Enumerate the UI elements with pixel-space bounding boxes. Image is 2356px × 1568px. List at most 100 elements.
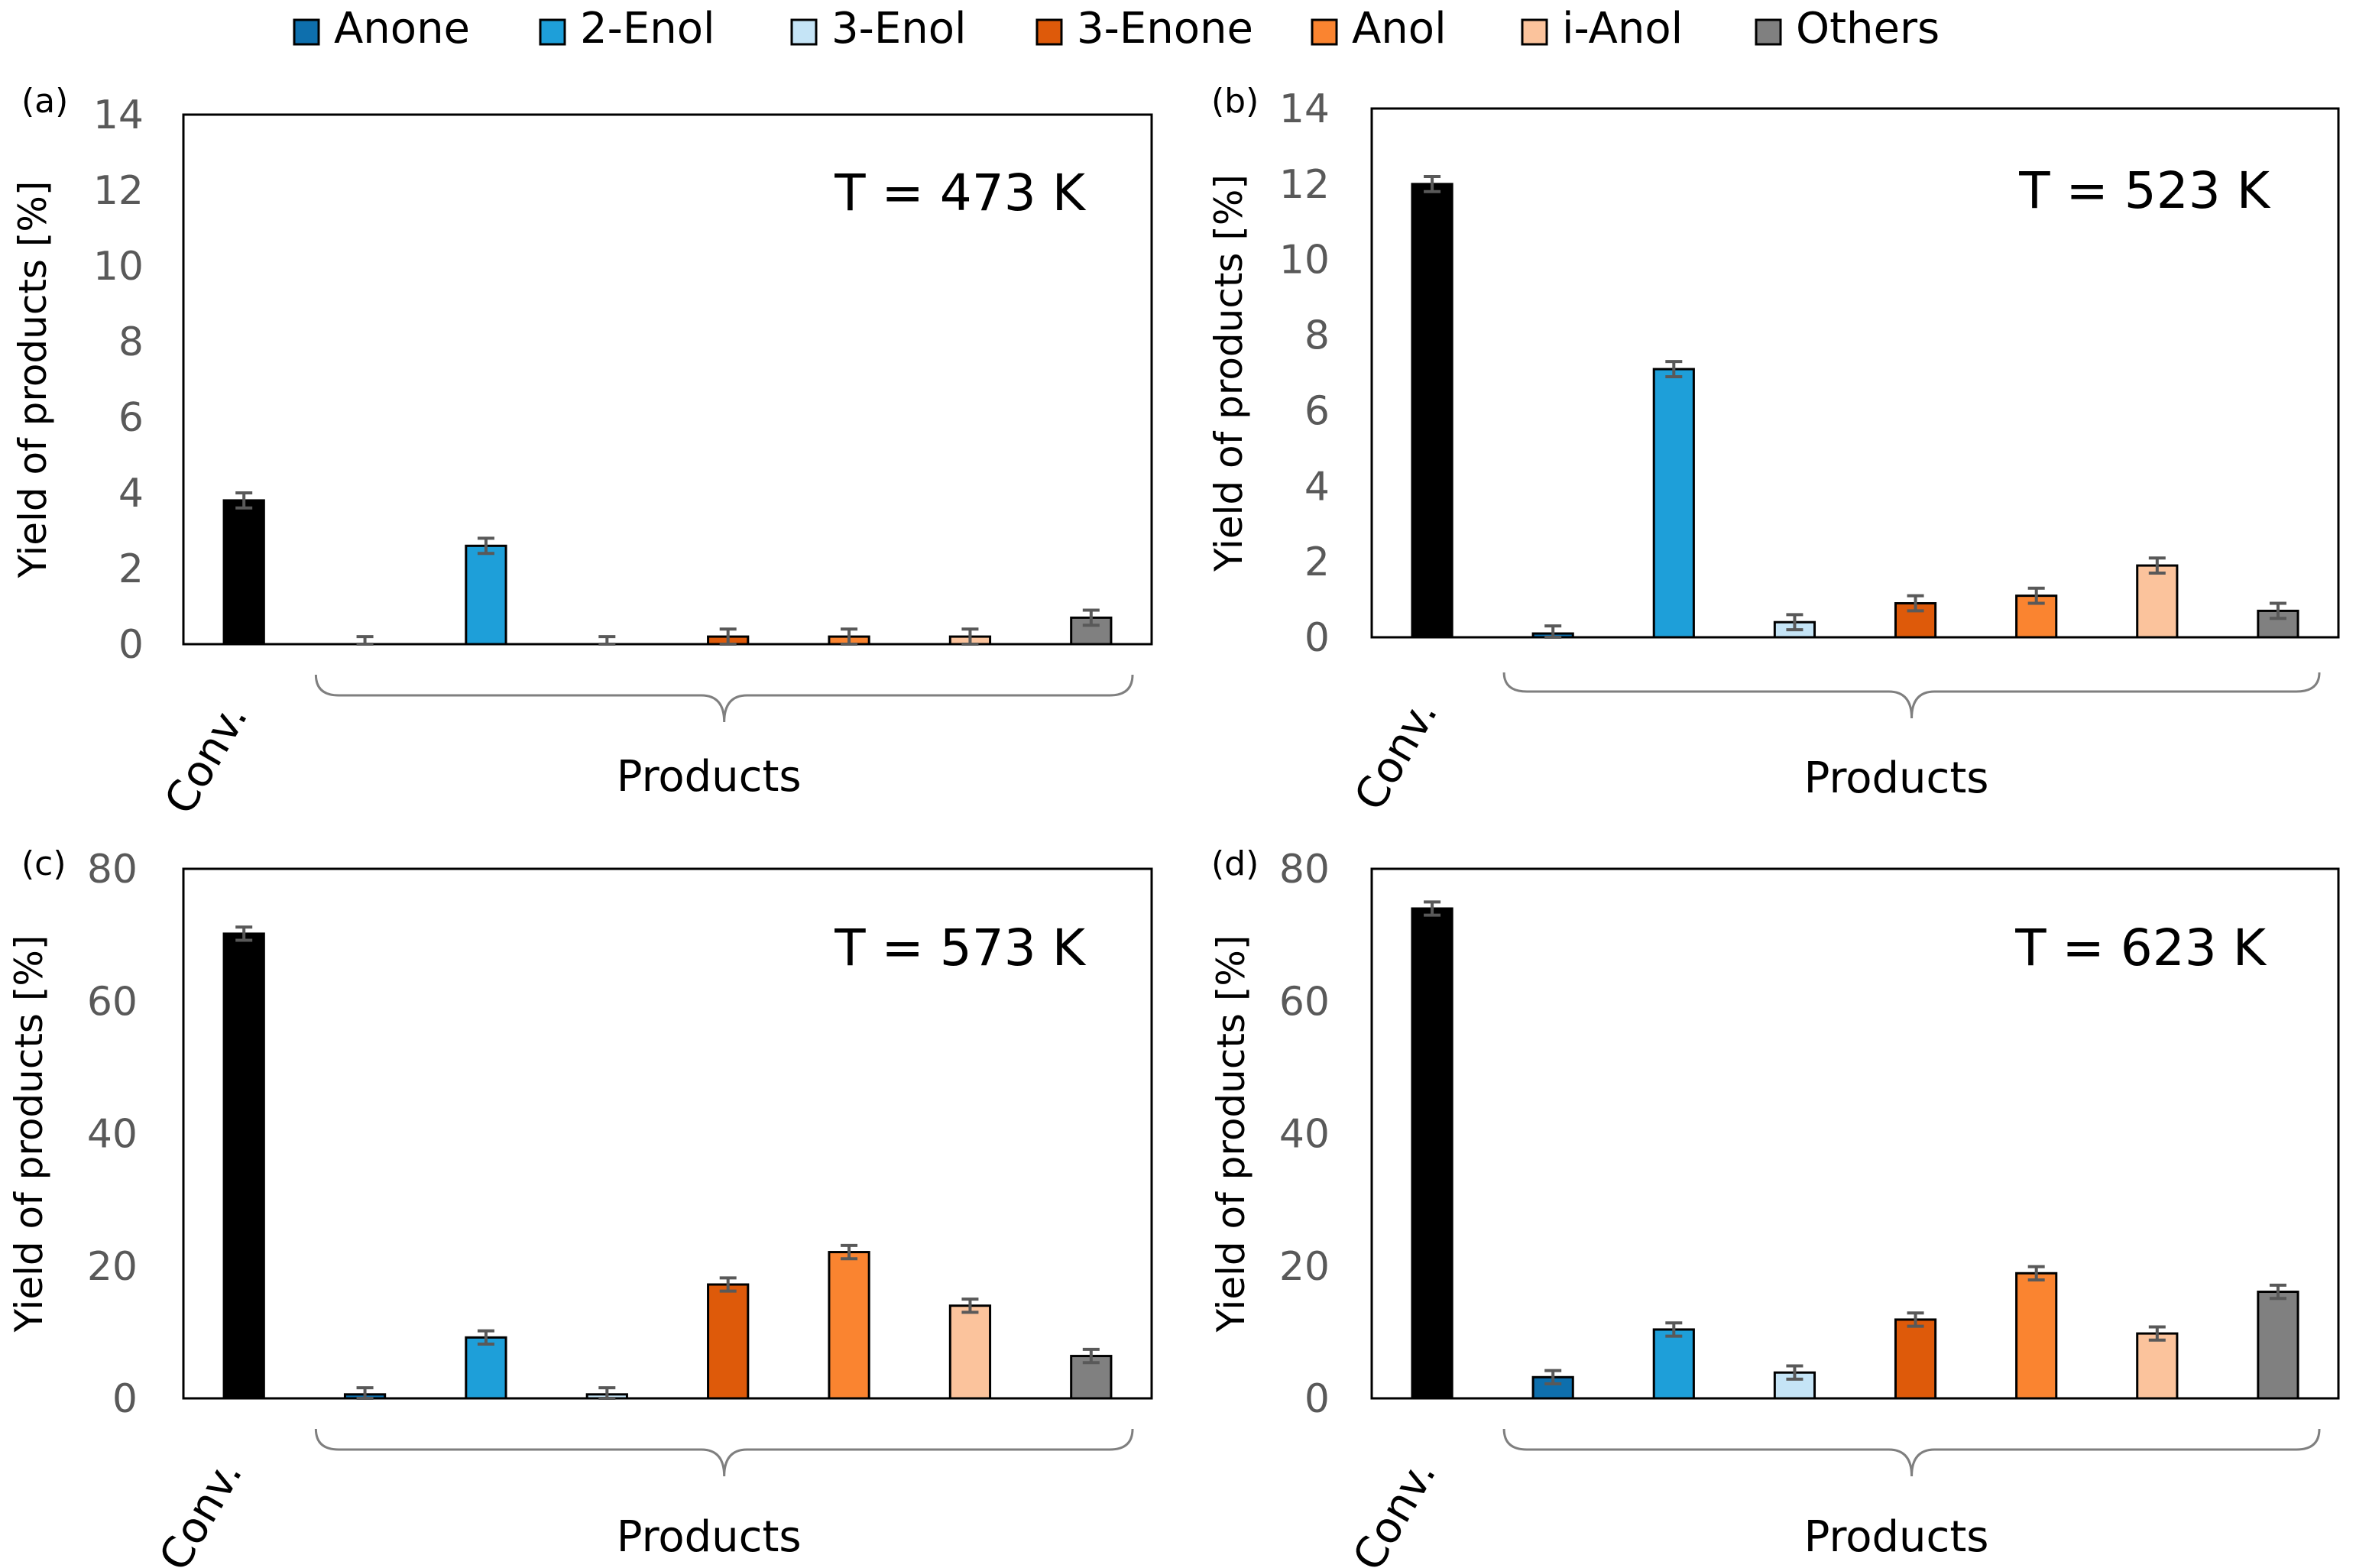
legend-label-enol3: 3-Enol [831, 4, 967, 53]
error-bar [2269, 1283, 2286, 1301]
y-axis-label: Yield of products [%] [7, 935, 51, 1333]
legend-label-others: Others [1796, 4, 1940, 53]
y-tick-label: 6 [118, 395, 144, 441]
x-axis-label: Products [617, 752, 802, 802]
y-tick-label: 0 [112, 1376, 138, 1422]
y-tick-label: 40 [87, 1112, 138, 1158]
error-bar [1424, 174, 1441, 193]
bar-2-enol [1652, 1328, 1695, 1400]
error-bar [1082, 1347, 1100, 1365]
error-bar [961, 627, 979, 646]
legend-swatch-enone3 [1035, 18, 1063, 46]
y-tick-label: 14 [93, 92, 144, 138]
legend-label-ianol: i-Anol [1562, 4, 1683, 53]
legend-item-ianol: i-Anol [1521, 4, 1683, 53]
error-bar [1907, 594, 1924, 613]
y-axis-label: Yield of products [%] [1207, 174, 1251, 572]
bar-3-enone [707, 1283, 750, 1400]
y-tick-label: 80 [87, 847, 138, 893]
error-bar [841, 627, 858, 646]
conv-label: Conv. [1343, 1452, 1446, 1568]
legend-item-anone: Anone [293, 4, 470, 53]
error-bar [477, 1329, 494, 1346]
y-tick-label: 4 [118, 471, 144, 517]
plot-frame [1370, 867, 2340, 1400]
panel-label: (d) [1211, 844, 1259, 883]
bar-i-anol [2136, 564, 2179, 639]
legend-item-others: Others [1755, 4, 1940, 53]
legend-item-enol3: 3-Enol [790, 4, 967, 53]
bar-2-enol [1652, 368, 1695, 639]
error-bar [2027, 586, 2045, 605]
legend-label-anol: Anol [1352, 4, 1447, 53]
legend-swatch-enol2 [539, 18, 566, 46]
error-bar [1786, 1364, 1803, 1381]
x-axis-label: Products [1804, 753, 1989, 803]
error-bar [1082, 608, 1100, 627]
y-tick-label: 4 [1304, 464, 1330, 510]
bar-conv [222, 932, 265, 1400]
legend-item-anol: Anol [1311, 4, 1447, 53]
chart-panel-a: 0 2 4 6 8 10 12 14 Yield of products [%] Conv. Pro… [11, 82, 1153, 823]
error-bar [1665, 360, 1683, 378]
error-bar [477, 536, 494, 556]
bar-conv [222, 499, 265, 646]
y-tick-label: 80 [1279, 847, 1330, 893]
legend-swatch-anol [1311, 18, 1338, 46]
error-bar [598, 635, 616, 646]
y-tick-label: 8 [118, 319, 144, 365]
error-bar [1544, 624, 1562, 639]
error-bar [1424, 900, 1441, 917]
y-axis-label: Yield of products [%] [1209, 935, 1253, 1333]
error-bar [2148, 1325, 2166, 1342]
y-tick-label: 10 [1279, 238, 1330, 283]
bar-2-enol [465, 1336, 507, 1400]
chart-panel-d: 0 20 40 60 80 Yield of products [%] Conv. Produ… [1209, 844, 2340, 1568]
error-bar [356, 635, 374, 646]
error-bar [1544, 1369, 1562, 1385]
x-axis-label: Products [1804, 1512, 1989, 1562]
legend-label-enone3: 3-Enone [1077, 4, 1253, 53]
panel-label: (c) [21, 844, 66, 883]
legend-label-anone: Anone [334, 4, 470, 53]
error-bar [1786, 613, 1803, 632]
y-tick-label: 12 [93, 168, 144, 214]
temperature-annotation: T = 523 K [2018, 161, 2271, 220]
bar-others [2257, 1291, 2299, 1400]
products-brace [314, 674, 1134, 723]
plot-frame [182, 867, 1153, 1400]
y-tick-label: 2 [118, 546, 144, 592]
legend-label-enol2: 2-Enol [580, 4, 715, 53]
y-tick-label: 60 [87, 979, 138, 1025]
error-bar [235, 491, 253, 510]
error-bar [1665, 1321, 1683, 1338]
legend-swatch-ianol [1521, 18, 1548, 46]
products-brace [1502, 1428, 2321, 1477]
panel-label: (b) [1211, 82, 1259, 121]
y-tick-label: 14 [1279, 86, 1330, 132]
bar-2-enol [465, 544, 507, 646]
error-bar [719, 1276, 737, 1293]
bar-conv [1411, 183, 1453, 639]
y-tick-label: 12 [1279, 162, 1330, 208]
y-tick-label: 0 [1304, 1376, 1330, 1422]
legend-item-enone3: 3-Enone [1035, 4, 1253, 53]
temperature-annotation: T = 473 K [834, 164, 1087, 222]
chart-panels: 0 2 4 6 8 10 12 14 Yield of products [%] Conv. Pro… [7, 82, 2340, 1568]
legend-swatch-enol3 [790, 18, 818, 46]
error-bar [2148, 556, 2166, 575]
y-tick-label: 40 [1279, 1112, 1330, 1158]
y-tick-label: 60 [1279, 979, 1330, 1025]
y-tick-label: 2 [1304, 539, 1330, 585]
error-bar [841, 1243, 858, 1261]
bar-i-anol [948, 1304, 992, 1400]
error-bar [961, 1297, 979, 1314]
bar-anol [828, 1251, 870, 1400]
y-tick-label: 8 [1304, 313, 1330, 359]
products-brace [314, 1428, 1134, 1477]
y-tick-label: 0 [1304, 615, 1330, 661]
bar-3-enone [1894, 1318, 1937, 1400]
y-tick-label: 6 [1304, 388, 1330, 434]
legend-swatch-others [1755, 18, 1782, 46]
conv-label: Conv. [155, 695, 258, 823]
